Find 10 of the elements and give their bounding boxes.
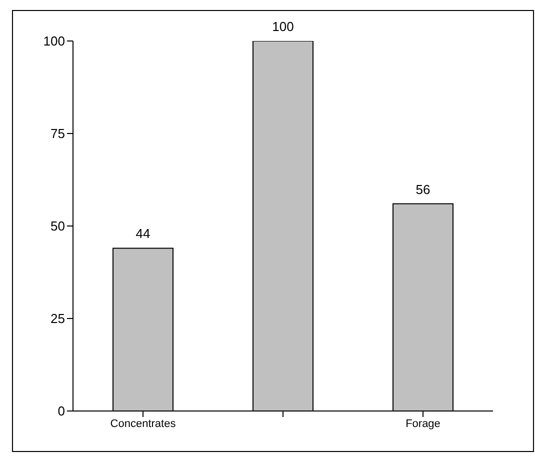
y-tick-label: 25 bbox=[50, 311, 65, 326]
data-label: 56 bbox=[416, 182, 430, 197]
y-tick-label: 75 bbox=[50, 126, 65, 142]
y-tick-label: 0 bbox=[58, 404, 65, 419]
data-label: 44 bbox=[136, 226, 150, 242]
y-tick-label: 50 bbox=[50, 218, 65, 234]
x-tick-label: Concentrates bbox=[110, 418, 176, 430]
x-tick-label: Forage bbox=[406, 418, 440, 430]
data-label: 100 bbox=[272, 19, 294, 34]
y-tick-label: 100 bbox=[43, 34, 65, 49]
